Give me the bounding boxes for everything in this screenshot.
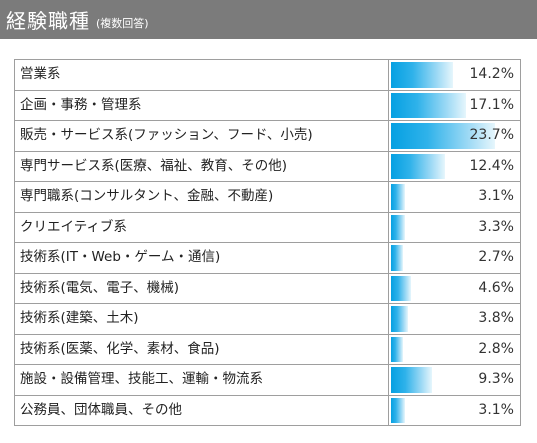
table-row: 専門サービス系(医療、福祉、教育、その他) 12.4% bbox=[15, 151, 520, 182]
bar bbox=[391, 123, 495, 149]
table-row: 営業系 14.2% bbox=[15, 60, 520, 91]
value-cell: 3.1% bbox=[389, 396, 520, 427]
value-label: 23.7% bbox=[469, 127, 514, 143]
table-row: 技術系(建築、土木) 3.8% bbox=[15, 304, 520, 335]
chart-subtitle: (複数回答) bbox=[96, 16, 149, 30]
value-cell: 3.1% bbox=[389, 182, 520, 212]
value-cell: 3.3% bbox=[389, 213, 520, 243]
bar bbox=[391, 62, 454, 88]
bar bbox=[391, 367, 432, 393]
value-cell: 2.8% bbox=[389, 335, 520, 365]
table-row: 販売・サービス系(ファッション、フード、小売) 23.7% bbox=[15, 121, 520, 152]
value-cell: 14.2% bbox=[389, 60, 520, 90]
value-label: 17.1% bbox=[469, 96, 514, 113]
bar bbox=[391, 306, 408, 332]
value-label: 4.6% bbox=[478, 279, 514, 296]
category-label: 技術系(IT・Web・ゲーム・通信) bbox=[15, 243, 389, 273]
value-cell: 3.8% bbox=[389, 304, 520, 334]
category-label: 技術系(建築、土木) bbox=[15, 304, 389, 334]
category-label: 営業系 bbox=[15, 60, 389, 90]
category-label: 施設・設備管理、技能工、運輸・物流系 bbox=[15, 365, 389, 395]
bar bbox=[391, 214, 406, 240]
category-label: 販売・サービス系(ファッション、フード、小売) bbox=[15, 121, 389, 151]
value-cell: 4.6% bbox=[389, 274, 520, 304]
table-row: クリエイティブ系 3.3% bbox=[15, 212, 520, 243]
category-label: 専門サービス系(医療、福祉、教育、その他) bbox=[15, 151, 389, 181]
bar bbox=[391, 275, 412, 301]
table-row: 企画・事務・管理系 17.1% bbox=[15, 90, 520, 121]
value-cell: 23.7% bbox=[389, 121, 520, 151]
category-label: 公務員、団体職員、その他 bbox=[15, 395, 389, 426]
value-label: 9.3% bbox=[478, 371, 514, 387]
bar bbox=[391, 184, 405, 210]
chart-title: 経験職種 bbox=[6, 9, 90, 33]
value-label: 14.2% bbox=[469, 66, 514, 82]
value-cell: 9.3% bbox=[389, 365, 520, 395]
bar-table: 営業系 14.2% 企画・事務・管理系 17.1% 販売・サービス系(ファッション、フー… bbox=[14, 59, 521, 426]
table-row: 施設・設備管理、技能工、運輸・物流系 9.3% bbox=[15, 365, 520, 396]
bar bbox=[391, 92, 466, 118]
value-label: 3.1% bbox=[478, 188, 514, 204]
bar bbox=[391, 245, 403, 271]
value-cell: 12.4% bbox=[389, 152, 520, 182]
bar bbox=[391, 336, 404, 362]
value-label: 3.1% bbox=[478, 401, 514, 418]
value-cell: 17.1% bbox=[389, 91, 520, 121]
bar bbox=[391, 153, 446, 179]
table-row: 公務員、団体職員、その他 3.1% bbox=[15, 395, 520, 427]
category-label: 専門職系(コンサルタント、金融、不動産) bbox=[15, 182, 389, 212]
category-label: 企画・事務・管理系 bbox=[15, 90, 389, 120]
table-row: 専門職系(コンサルタント、金融、不動産) 3.1% bbox=[15, 182, 520, 213]
value-label: 3.8% bbox=[478, 310, 514, 326]
value-label: 2.7% bbox=[478, 249, 514, 265]
chart-header: 経験職種 (複数回答) bbox=[0, 0, 537, 39]
value-cell: 2.7% bbox=[389, 243, 520, 273]
category-label: 技術系(電気、電子、機械) bbox=[15, 273, 389, 303]
value-label: 12.4% bbox=[469, 157, 514, 174]
category-label: 技術系(医薬、化学、素材、食品) bbox=[15, 334, 389, 364]
value-label: 3.3% bbox=[478, 218, 514, 235]
category-label: クリエイティブ系 bbox=[15, 212, 389, 242]
value-label: 2.8% bbox=[478, 340, 514, 357]
table-row: 技術系(IT・Web・ゲーム・通信) 2.7% bbox=[15, 243, 520, 274]
bar bbox=[391, 397, 405, 423]
table-row: 技術系(医薬、化学、素材、食品) 2.8% bbox=[15, 334, 520, 365]
table-row: 技術系(電気、電子、機械) 4.6% bbox=[15, 273, 520, 304]
